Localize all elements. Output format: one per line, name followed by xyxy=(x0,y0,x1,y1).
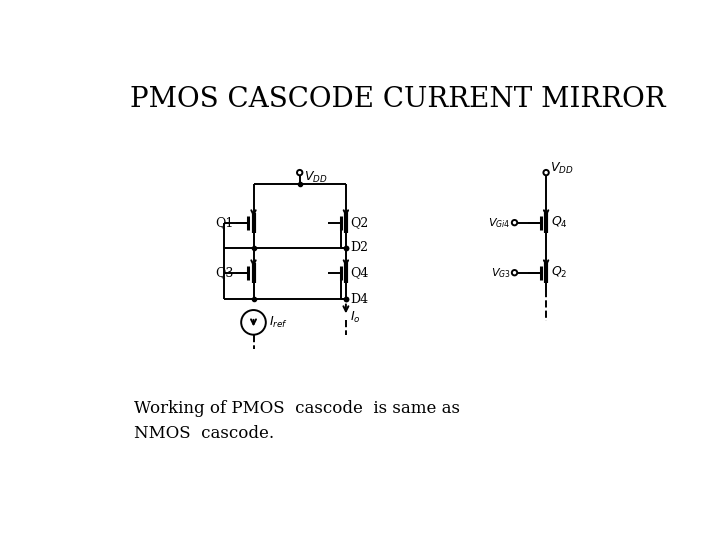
Text: Q3: Q3 xyxy=(215,266,233,279)
Text: $Q_2$: $Q_2$ xyxy=(552,265,568,280)
Text: $V_{DD}$: $V_{DD}$ xyxy=(550,161,574,176)
Text: Q1: Q1 xyxy=(215,216,233,229)
Text: Q2: Q2 xyxy=(351,216,369,229)
Text: D4: D4 xyxy=(351,293,369,306)
Text: Q4: Q4 xyxy=(351,266,369,279)
Text: $V_{DD}$: $V_{DD}$ xyxy=(304,170,327,185)
Text: $V_{G3}$: $V_{G3}$ xyxy=(491,266,510,280)
Text: $I_o$: $I_o$ xyxy=(350,310,361,325)
Text: PMOS CASCODE CURRENT MIRROR: PMOS CASCODE CURRENT MIRROR xyxy=(130,86,666,113)
Text: $V_{Gi4}$: $V_{Gi4}$ xyxy=(488,216,510,229)
Text: $I_{ref}$: $I_{ref}$ xyxy=(269,315,288,330)
Text: $Q_4$: $Q_4$ xyxy=(552,215,568,230)
Text: D2: D2 xyxy=(351,241,369,254)
Text: Working of PMOS  cascode  is same as
NMOS  cascode.: Working of PMOS cascode is same as NMOS … xyxy=(134,400,460,442)
